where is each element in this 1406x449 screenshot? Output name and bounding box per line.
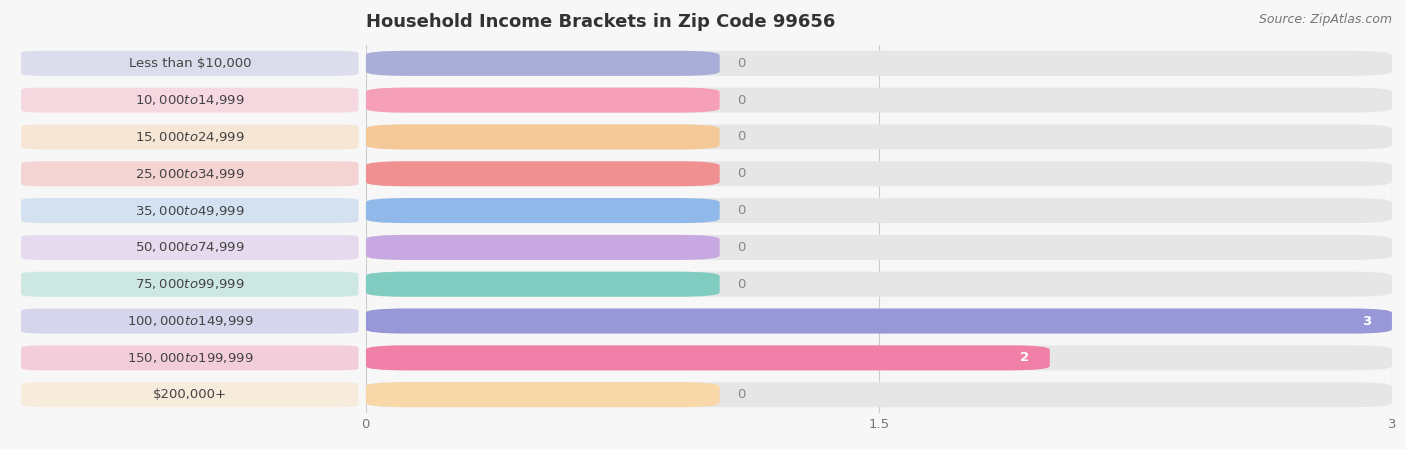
FancyBboxPatch shape bbox=[366, 272, 720, 297]
Text: 3: 3 bbox=[1362, 315, 1371, 327]
FancyBboxPatch shape bbox=[21, 272, 359, 297]
FancyBboxPatch shape bbox=[366, 345, 1392, 370]
Text: 0: 0 bbox=[737, 388, 745, 401]
FancyBboxPatch shape bbox=[21, 382, 359, 407]
FancyBboxPatch shape bbox=[366, 51, 720, 76]
FancyBboxPatch shape bbox=[21, 124, 359, 150]
FancyBboxPatch shape bbox=[21, 345, 359, 370]
Text: 0: 0 bbox=[737, 204, 745, 217]
FancyBboxPatch shape bbox=[366, 345, 1050, 370]
FancyBboxPatch shape bbox=[366, 124, 720, 150]
FancyBboxPatch shape bbox=[366, 88, 720, 113]
Text: $150,000 to $199,999: $150,000 to $199,999 bbox=[127, 351, 253, 365]
Text: $35,000 to $49,999: $35,000 to $49,999 bbox=[135, 203, 245, 218]
FancyBboxPatch shape bbox=[366, 124, 1392, 150]
FancyBboxPatch shape bbox=[366, 235, 720, 260]
Text: $50,000 to $74,999: $50,000 to $74,999 bbox=[135, 240, 245, 255]
Text: $10,000 to $14,999: $10,000 to $14,999 bbox=[135, 93, 245, 107]
Text: $15,000 to $24,999: $15,000 to $24,999 bbox=[135, 130, 245, 144]
FancyBboxPatch shape bbox=[21, 308, 359, 334]
Text: Household Income Brackets in Zip Code 99656: Household Income Brackets in Zip Code 99… bbox=[366, 13, 835, 31]
FancyBboxPatch shape bbox=[366, 88, 1392, 113]
Text: $25,000 to $34,999: $25,000 to $34,999 bbox=[135, 167, 245, 181]
Text: 0: 0 bbox=[737, 57, 745, 70]
Text: 0: 0 bbox=[737, 241, 745, 254]
FancyBboxPatch shape bbox=[21, 198, 359, 223]
Text: 0: 0 bbox=[737, 131, 745, 143]
Text: Less than $10,000: Less than $10,000 bbox=[128, 57, 252, 70]
Text: $200,000+: $200,000+ bbox=[153, 388, 226, 401]
FancyBboxPatch shape bbox=[366, 161, 1392, 186]
Text: $100,000 to $149,999: $100,000 to $149,999 bbox=[127, 314, 253, 328]
FancyBboxPatch shape bbox=[366, 382, 1392, 407]
FancyBboxPatch shape bbox=[366, 308, 1392, 334]
Text: 0: 0 bbox=[737, 278, 745, 291]
Text: 0: 0 bbox=[737, 94, 745, 106]
FancyBboxPatch shape bbox=[366, 235, 1392, 260]
FancyBboxPatch shape bbox=[21, 235, 359, 260]
Text: 0: 0 bbox=[737, 167, 745, 180]
FancyBboxPatch shape bbox=[21, 161, 359, 186]
Text: $75,000 to $99,999: $75,000 to $99,999 bbox=[135, 277, 245, 291]
Text: 2: 2 bbox=[1021, 352, 1029, 364]
FancyBboxPatch shape bbox=[366, 272, 1392, 297]
FancyBboxPatch shape bbox=[366, 308, 1392, 334]
FancyBboxPatch shape bbox=[366, 198, 720, 223]
FancyBboxPatch shape bbox=[21, 51, 359, 76]
FancyBboxPatch shape bbox=[366, 51, 1392, 76]
FancyBboxPatch shape bbox=[366, 382, 720, 407]
FancyBboxPatch shape bbox=[21, 88, 359, 113]
FancyBboxPatch shape bbox=[366, 161, 720, 186]
FancyBboxPatch shape bbox=[366, 198, 1392, 223]
Text: Source: ZipAtlas.com: Source: ZipAtlas.com bbox=[1258, 13, 1392, 26]
